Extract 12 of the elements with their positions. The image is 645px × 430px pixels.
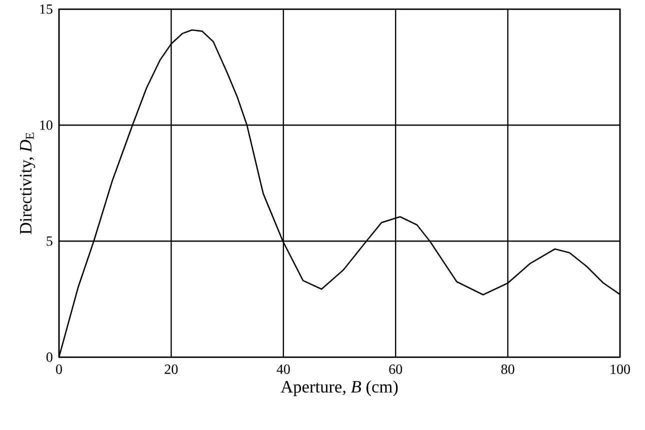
x-tick-label: 0 (56, 364, 62, 374)
x-tick-label: 100 (610, 364, 630, 374)
x-tick-label: 40 (276, 364, 290, 374)
y-tick-label: 15 (40, 4, 52, 14)
y-axis-title: Directivity, D$_{E}$ (20, 132, 36, 234)
y-tick-label: 5 (46, 236, 52, 246)
y-tick-label: 0 (46, 352, 52, 362)
x-tick-label: 60 (389, 364, 402, 374)
x-tick-label: 20 (164, 364, 178, 374)
x-tick-label: 80 (501, 364, 514, 374)
y-tick-label: 10 (40, 120, 52, 130)
x-axis-title: Aperture, B (cm) (280, 380, 398, 396)
